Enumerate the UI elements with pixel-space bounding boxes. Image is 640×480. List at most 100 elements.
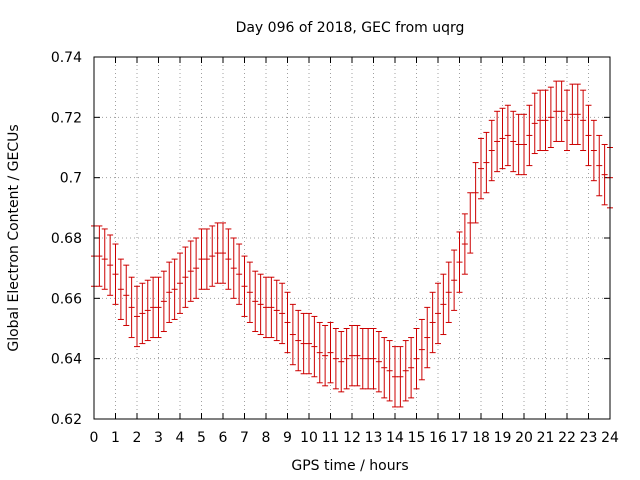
error-bar-point bbox=[209, 225, 216, 287]
error-bar-point bbox=[349, 324, 355, 387]
y-tick-label: 0.62 bbox=[51, 412, 82, 428]
error-bar-point bbox=[236, 243, 243, 305]
error-bar-point bbox=[413, 328, 420, 390]
y-tick-label: 0.74 bbox=[51, 50, 82, 66]
error-bar-point bbox=[467, 192, 474, 254]
error-bar-point bbox=[547, 86, 554, 148]
error-bar-point bbox=[569, 83, 576, 145]
error-bar-point bbox=[601, 143, 608, 206]
error-bar-point bbox=[435, 282, 441, 345]
error-bar-point bbox=[155, 276, 162, 339]
y-tick-label: 0.7 bbox=[60, 171, 82, 187]
error-bar-point bbox=[332, 328, 339, 390]
x-tick-label: 7 bbox=[240, 430, 249, 446]
error-bar-point bbox=[440, 273, 447, 336]
y-axis-label: Global Electron Content / GECUs bbox=[6, 124, 22, 351]
error-bar-point bbox=[96, 225, 103, 287]
error-bar-point bbox=[279, 282, 286, 345]
error-bar-point bbox=[300, 312, 307, 375]
error-bar-point bbox=[134, 285, 140, 348]
error-bar-point bbox=[494, 110, 501, 173]
x-tick-label: 8 bbox=[262, 430, 271, 446]
error-bar-point bbox=[585, 104, 592, 167]
error-bar-point bbox=[596, 134, 603, 197]
error-bar-point bbox=[198, 228, 205, 290]
error-bar-point bbox=[177, 252, 183, 314]
error-bar-point bbox=[499, 107, 506, 170]
error-bar-point bbox=[117, 258, 124, 320]
error-bar-point bbox=[112, 243, 119, 305]
x-tick-label: 11 bbox=[322, 430, 340, 446]
x-tick-label: 5 bbox=[197, 430, 206, 446]
error-bar-point bbox=[504, 104, 511, 167]
error-bar-point bbox=[472, 162, 479, 224]
error-bar-point bbox=[268, 276, 275, 339]
error-bar-point bbox=[392, 346, 398, 408]
error-bar-point bbox=[590, 119, 597, 182]
error-bar-point bbox=[273, 279, 280, 342]
error-bar-point bbox=[327, 321, 334, 384]
x-tick-label: 14 bbox=[386, 430, 404, 446]
x-tick-label: 2 bbox=[133, 430, 142, 446]
error-bar-point bbox=[182, 246, 189, 308]
x-tick-label: 10 bbox=[300, 430, 318, 446]
x-tick-label: 24 bbox=[601, 430, 619, 446]
x-tick-label: 4 bbox=[176, 430, 185, 446]
error-bar-point bbox=[128, 276, 135, 339]
error-bar-point bbox=[230, 237, 237, 299]
y-tick-label: 0.68 bbox=[51, 231, 82, 247]
error-bar-point bbox=[316, 321, 323, 384]
error-bar-point bbox=[160, 270, 167, 333]
error-bar-point bbox=[553, 80, 560, 142]
x-tick-label: 16 bbox=[429, 430, 447, 446]
x-tick-label: 19 bbox=[494, 430, 512, 446]
error-bar-point bbox=[537, 89, 544, 152]
error-bar-point bbox=[424, 306, 431, 369]
error-bar-point bbox=[338, 331, 345, 393]
y-tick-label: 0.64 bbox=[51, 352, 82, 368]
error-bar-point bbox=[408, 337, 415, 399]
chart-title: Day 096 of 2018, GEC from uqrg bbox=[236, 20, 465, 36]
x-tick-label: 22 bbox=[558, 430, 576, 446]
error-bar-point bbox=[483, 131, 490, 194]
error-bar-point bbox=[107, 234, 114, 296]
error-bar-point bbox=[370, 328, 377, 390]
error-bar-point bbox=[101, 228, 108, 290]
error-bar-point bbox=[365, 328, 372, 390]
error-bar-point bbox=[220, 222, 226, 284]
error-bar-point bbox=[397, 346, 404, 408]
error-bar-point bbox=[375, 331, 382, 393]
y-tick-labels: 0.62 0.64 0.66 0.68 0.7 0.72 0.74 bbox=[51, 50, 82, 428]
error-bar-point bbox=[193, 237, 200, 299]
x-tick-label: 9 bbox=[283, 430, 292, 446]
error-bar-point bbox=[386, 340, 393, 402]
x-axis-label: GPS time / hours bbox=[291, 458, 408, 474]
y-tick-label: 0.72 bbox=[51, 110, 82, 126]
error-bar-point bbox=[225, 228, 232, 290]
error-bar-point bbox=[214, 222, 221, 284]
y-tick-label: 0.66 bbox=[51, 291, 82, 307]
x-tick-label: 12 bbox=[343, 430, 361, 446]
error-bar-point bbox=[252, 270, 259, 333]
error-bar-point bbox=[166, 261, 173, 323]
error-bar-point bbox=[445, 261, 452, 323]
error-bar-point bbox=[295, 309, 302, 372]
error-bar-point bbox=[521, 113, 527, 176]
x-tick-label: 15 bbox=[408, 430, 426, 446]
error-bar-point bbox=[574, 83, 581, 145]
x-tick-label: 20 bbox=[515, 430, 533, 446]
error-bar-point bbox=[257, 273, 264, 336]
error-bar-point bbox=[461, 213, 468, 275]
error-bar-series bbox=[91, 80, 613, 408]
error-bar-point bbox=[478, 137, 484, 200]
error-bar-point bbox=[322, 324, 329, 387]
error-bar-point bbox=[144, 279, 151, 342]
x-tick-label: 3 bbox=[154, 430, 163, 446]
error-bar-point bbox=[402, 340, 409, 402]
error-bar-point bbox=[306, 312, 312, 375]
error-bar-point bbox=[381, 337, 388, 399]
x-tick-label: 17 bbox=[451, 430, 469, 446]
error-bar-point bbox=[580, 89, 587, 152]
error-bar-point bbox=[510, 110, 517, 173]
